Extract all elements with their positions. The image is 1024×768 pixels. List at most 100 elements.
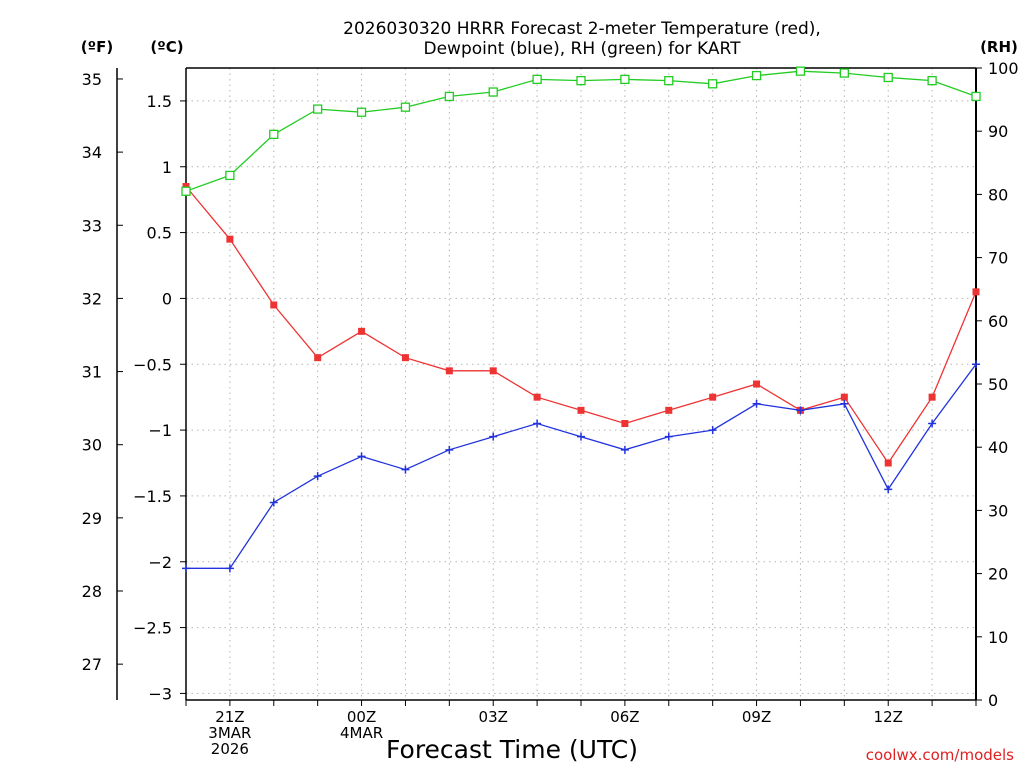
- celsius-tick-label: −0.5: [133, 355, 172, 374]
- fahrenheit-tick-label: 29: [82, 509, 102, 528]
- celsius-tick-label: 1.5: [147, 92, 172, 111]
- celsius-tick-label: 0: [162, 289, 172, 308]
- x-tick-label: 12Z: [874, 708, 903, 726]
- fahrenheit-tick-label: 32: [82, 289, 102, 308]
- gridlines: [186, 68, 976, 700]
- temperature-point: [314, 354, 322, 362]
- axes: [116, 67, 982, 706]
- data-series: [181, 66, 981, 573]
- temperature-point: [665, 406, 673, 414]
- rh-point: [795, 66, 806, 76]
- dewpoint-point: [577, 432, 585, 441]
- dewpoint-point: [313, 472, 322, 481]
- tick-labels: 1.5 1 0.5 0 −0.5 −1 −1.5 −2 −2.5 −3 35 34 33 32 31 30 29…: [82, 59, 1019, 758]
- dewpoint-point: [708, 426, 717, 435]
- temperature-point: [489, 367, 497, 375]
- temperature-point: [445, 367, 453, 375]
- x-tick-label: 06Z: [610, 708, 639, 726]
- rh-unit-label: (RH): [980, 38, 1018, 56]
- rh-point: [400, 102, 411, 112]
- rh-point: [488, 87, 498, 97]
- credit-text: coolwx.com/models: [866, 746, 1014, 764]
- rh-tick-label: 40: [988, 438, 1008, 457]
- temperature-point: [621, 420, 629, 427]
- rh-point: [839, 68, 849, 78]
- rh-tick-label: 30: [988, 501, 1008, 520]
- celsius-tick-label: 0.5: [147, 224, 172, 243]
- rh-point: [927, 75, 937, 86]
- dewpoint-point: [752, 399, 761, 408]
- celsius-tick-label: −2.5: [133, 619, 172, 638]
- rh-tick-label: 100: [988, 59, 1019, 78]
- dewpoint-point: [182, 564, 190, 573]
- rh-point: [532, 74, 542, 85]
- fahrenheit-tick-label: 35: [82, 70, 102, 89]
- rh-tick-label: 60: [988, 312, 1008, 331]
- temperature-point: [182, 183, 190, 190]
- dewpoint-point: [401, 465, 410, 474]
- chart-title-line-1: 2026030320 HRRR Forecast 2-meter Tempera…: [343, 19, 821, 39]
- dewpoint-point: [533, 419, 542, 428]
- rh-point: [444, 91, 454, 102]
- dewpoint-point: [489, 432, 498, 441]
- rh-tick-label: 20: [988, 565, 1008, 584]
- temperature-point: [270, 301, 278, 309]
- rh-point: [751, 70, 762, 81]
- celsius-unit-label: (ºC): [150, 38, 183, 56]
- dewpoint-point: [840, 399, 849, 408]
- fahrenheit-tick-label: 28: [82, 582, 102, 601]
- x-tick-label: 09Z: [742, 708, 771, 726]
- dewpoint-point: [269, 498, 278, 507]
- x-tick-label: 3MAR: [208, 724, 251, 742]
- fahrenheit-tick-label: 31: [82, 363, 102, 382]
- rh-point: [269, 129, 279, 140]
- rh-point: [883, 72, 893, 83]
- x-tick-label: 4MAR: [340, 724, 383, 742]
- rh-point: [971, 91, 981, 102]
- temperature-point: [884, 459, 892, 467]
- rh-point: [620, 74, 630, 85]
- fahrenheit-tick-label: 33: [82, 216, 102, 235]
- rh-tick-label: 80: [988, 185, 1008, 204]
- dewpoint-point: [884, 485, 893, 494]
- rh-tick-label: 90: [988, 122, 1008, 141]
- x-tick-label: 03Z: [479, 708, 508, 726]
- dewpoint-point: [357, 452, 366, 461]
- rh-tick-label: 50: [988, 375, 1008, 394]
- temperature-point: [358, 327, 366, 335]
- rh-tick-label: 10: [988, 628, 1008, 647]
- rh-tick-label: 70: [988, 249, 1008, 268]
- temperature-point: [972, 288, 980, 296]
- dewpoint-point: [664, 432, 673, 441]
- dewpoint-point: [620, 445, 629, 454]
- rh-point: [356, 107, 367, 117]
- dewpoint-point: [225, 564, 234, 573]
- celsius-tick-label: −2: [148, 553, 172, 572]
- celsius-tick-label: −1: [148, 421, 172, 440]
- fahrenheit-tick-label: 30: [82, 436, 102, 455]
- dewpoint-point: [445, 445, 454, 454]
- dewpoint-point: [928, 419, 937, 428]
- rh-point: [313, 104, 323, 114]
- celsius-tick-label: −3: [148, 684, 172, 703]
- temperature-point: [840, 393, 848, 401]
- fahrenheit-unit-label: (ºF): [81, 38, 113, 56]
- rh-point: [664, 75, 674, 86]
- rh-point: [576, 75, 586, 86]
- temperature-point: [928, 393, 936, 401]
- x-axis-title: Forecast Time (UTC): [386, 735, 638, 764]
- rh-tick-label: 0: [988, 691, 998, 710]
- celsius-tick-label: 1: [162, 158, 172, 177]
- temperature-point: [401, 354, 409, 362]
- chart-title-line-2: Dewpoint (blue), RH (green) for KART: [423, 39, 741, 59]
- rh-point: [181, 186, 191, 196]
- fahrenheit-tick-label: 27: [82, 655, 102, 674]
- celsius-tick-label: −1.5: [133, 487, 172, 506]
- dewpoint-point: [796, 406, 805, 415]
- x-tick-label: 2026: [211, 740, 249, 758]
- fahrenheit-tick-label: 34: [82, 143, 102, 162]
- temperature-point: [577, 406, 585, 414]
- temperature-point: [709, 393, 717, 401]
